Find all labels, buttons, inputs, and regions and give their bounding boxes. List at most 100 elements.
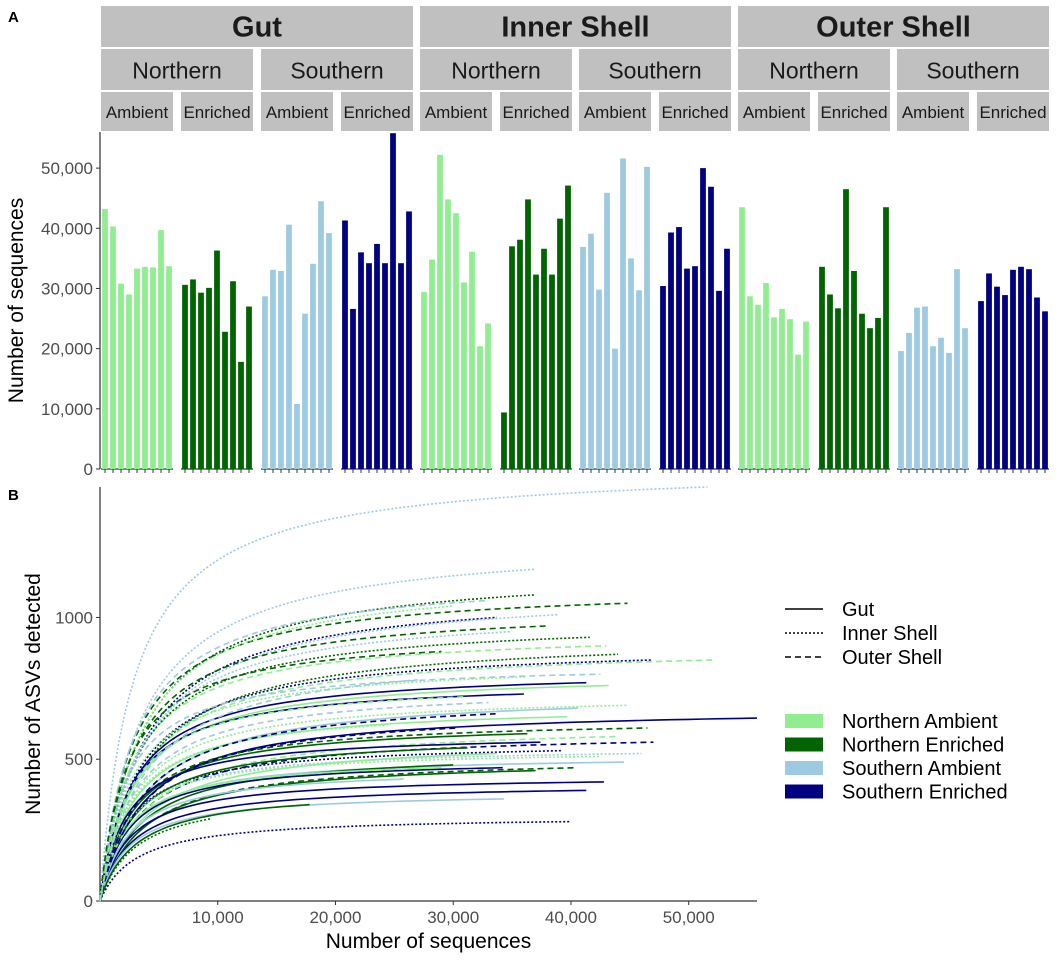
bar — [596, 289, 602, 469]
rarefaction-curve — [99, 727, 457, 902]
bar — [819, 266, 825, 469]
facet-strip-region — [738, 49, 890, 90]
bar — [787, 319, 793, 469]
facet-label-region: Northern — [132, 58, 221, 84]
facet-strip-region — [261, 49, 413, 90]
bar — [469, 251, 475, 469]
facet-label-treatment: Ambient — [743, 103, 806, 122]
bar — [946, 352, 952, 469]
legend-fill-label: Southern Enriched — [842, 782, 1008, 804]
bar — [580, 246, 586, 469]
x-tick-label: 30,000 — [427, 908, 479, 927]
legend-linetype-label: Outer Shell — [842, 647, 942, 669]
rarefaction-curve — [99, 717, 758, 902]
rarefaction-curve — [99, 747, 468, 902]
y-tick-label: 0 — [84, 892, 93, 911]
facet-label-sample-type: Gut — [232, 12, 282, 44]
rarefaction-curve — [99, 613, 560, 902]
bar — [350, 308, 356, 469]
rarefaction-curve — [99, 818, 211, 902]
rarefaction-curve — [99, 766, 503, 902]
bar — [668, 232, 674, 469]
bar — [398, 263, 404, 469]
y-axis-title: Number of sequences — [5, 198, 28, 403]
rarefaction-curve — [99, 713, 496, 902]
x-tick-label: 10,000 — [192, 908, 244, 927]
bar — [1034, 297, 1040, 469]
bar — [1002, 295, 1008, 469]
bar — [795, 354, 801, 469]
bar — [922, 306, 928, 469]
facet-label-treatment: Enriched — [820, 103, 887, 122]
facet-strip-treatment — [420, 92, 492, 131]
bar — [684, 268, 690, 469]
bar — [1026, 269, 1032, 469]
bar — [708, 186, 714, 469]
y-tick-label: 50,000 — [41, 159, 93, 178]
bar — [644, 166, 650, 469]
bar — [660, 286, 666, 469]
bar — [166, 266, 172, 469]
facet-strip-treatment — [101, 92, 173, 131]
bar — [206, 287, 212, 469]
bar — [930, 346, 936, 469]
facet-label-treatment: Enriched — [979, 103, 1046, 122]
bar — [771, 317, 777, 469]
facet-label-treatment: Enriched — [502, 103, 569, 122]
rarefaction-curve — [99, 568, 536, 902]
bar — [549, 274, 555, 469]
bar — [406, 211, 412, 469]
facet-strip-region — [579, 49, 731, 90]
facet-label-treatment: Ambient — [584, 103, 647, 122]
bar — [158, 230, 164, 469]
rarefaction-curve — [99, 781, 604, 902]
bar — [525, 199, 531, 469]
rarefaction-curve — [99, 755, 601, 902]
bar — [437, 154, 443, 469]
facet-strip-region — [101, 49, 253, 90]
facet-label-sample-type: Inner Shell — [501, 12, 649, 44]
y-tick-label: 10,000 — [41, 400, 93, 419]
bar — [533, 274, 539, 469]
bar — [883, 207, 889, 469]
bar — [461, 282, 467, 469]
bar — [190, 279, 196, 469]
legend-fill-label: Northern Enriched — [842, 735, 1004, 757]
facet-strip-sample-type — [420, 6, 731, 47]
bar — [954, 269, 960, 469]
rarefaction-curve — [99, 732, 528, 902]
rarefaction-curve — [99, 735, 619, 902]
x-tick-label: 40,000 — [545, 908, 597, 927]
rarefaction-curve — [99, 676, 526, 902]
bar — [867, 328, 873, 469]
facet-strip-treatment — [579, 92, 651, 131]
facet-label-treatment: Enriched — [343, 103, 410, 122]
bar — [994, 286, 1000, 469]
legend-fill-key — [785, 714, 823, 728]
bar-chart-panel: Gut Northern Ambient Enriched Southern Ambien… — [5, 6, 1049, 479]
bar — [938, 337, 944, 469]
bar — [230, 281, 236, 469]
facet-label-treatment: Enriched — [183, 103, 250, 122]
legend-fill-key — [785, 784, 823, 799]
facet-strip-sample-type — [101, 6, 413, 47]
facet-label-region: Northern — [769, 58, 858, 84]
bar — [803, 321, 809, 469]
x-tick-label: 50,000 — [663, 908, 715, 927]
facet-label-treatment: Ambient — [266, 103, 329, 122]
bar — [827, 294, 833, 469]
bar — [541, 248, 547, 469]
rarefaction-curve — [99, 679, 418, 902]
bar — [700, 168, 706, 470]
y-tick-label: 30,000 — [41, 279, 93, 298]
bar — [477, 346, 483, 469]
rarefaction-curve — [99, 599, 489, 902]
bar — [898, 351, 904, 469]
bar — [142, 266, 148, 469]
bar — [310, 263, 316, 469]
bar — [875, 317, 881, 469]
bar — [222, 331, 228, 469]
bar — [342, 220, 348, 469]
bar — [692, 266, 698, 469]
